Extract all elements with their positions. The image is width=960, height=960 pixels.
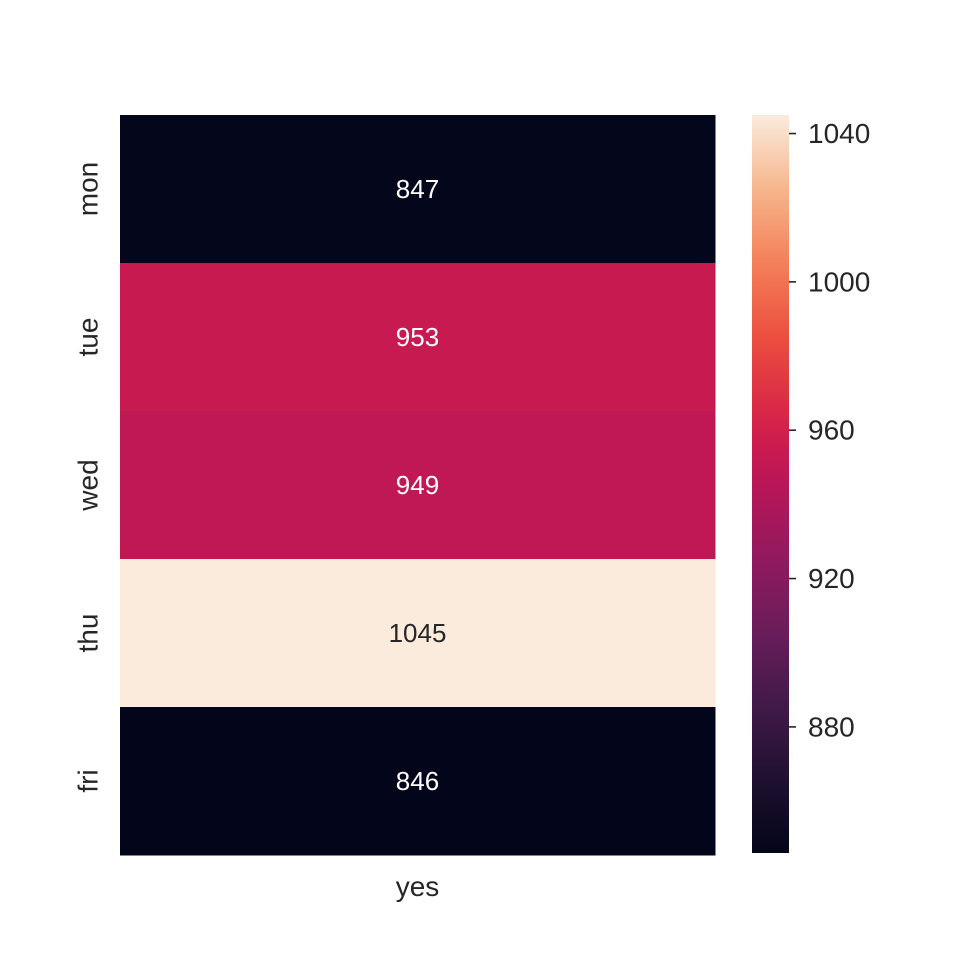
y-tick-label-tue: tue	[73, 318, 104, 357]
y-axis-tick-labels: mon tue wed thu fri	[73, 162, 104, 793]
colorbar-tick-label-880: 880	[808, 711, 855, 742]
cell-value-mon: 847	[396, 174, 439, 204]
heatmap-cells	[120, 115, 716, 856]
colorbar-tick-label-1040: 1040	[808, 118, 870, 149]
colorbar-tick-label-1000: 1000	[808, 266, 870, 297]
heatmap-cell-fri-yes	[120, 707, 716, 856]
colorbar-tick-label-960: 960	[808, 415, 855, 446]
colorbar-tick-label-920: 920	[808, 563, 855, 594]
colorbar-gradient	[752, 115, 789, 853]
y-tick-label-fri: fri	[73, 769, 104, 792]
heatmap-cell-wed-yes	[120, 411, 716, 560]
y-tick-label-wed: wed	[73, 459, 104, 511]
cell-value-tue: 953	[396, 322, 439, 352]
x-tick-label-yes: yes	[396, 871, 440, 902]
heatmap-cell-mon-yes	[120, 115, 716, 264]
x-axis-tick-labels: yes	[396, 871, 440, 902]
cell-value-wed: 949	[396, 470, 439, 500]
heatmap-cell-thu-yes	[120, 559, 716, 708]
heatmap-annotations: 847 953 949 1045 846	[389, 174, 447, 796]
cell-value-fri: 846	[396, 766, 439, 796]
colorbar: 880 920 960 1000 1040	[752, 115, 870, 853]
y-tick-label-thu: thu	[73, 614, 104, 653]
y-tick-label-mon: mon	[73, 162, 104, 216]
heatmap-cell-tue-yes	[120, 263, 716, 412]
cell-value-thu: 1045	[389, 618, 447, 648]
